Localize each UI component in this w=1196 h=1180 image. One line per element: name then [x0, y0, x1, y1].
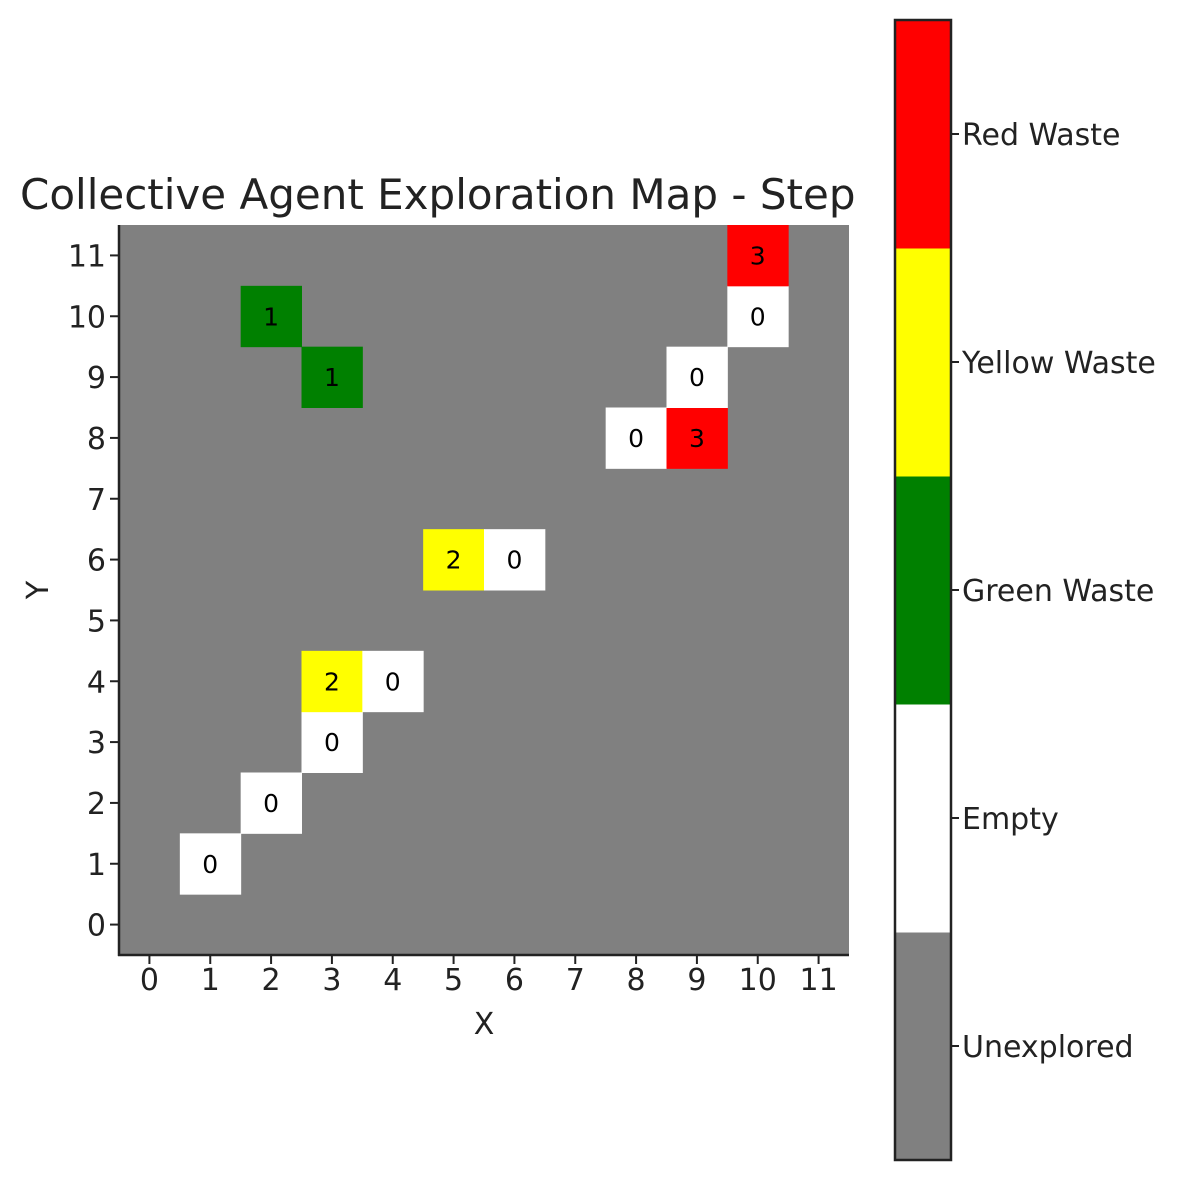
cell-label: 0: [202, 850, 218, 879]
colorbar-segment-red-waste: [895, 20, 951, 249]
cell-label: 0: [689, 363, 705, 392]
cell-label: 3: [689, 424, 705, 453]
y-tick-label: 11: [68, 239, 106, 274]
cell-yellow-waste: [301, 650, 363, 713]
y-tick-label: 0: [87, 909, 106, 944]
colorbar-label: Empty: [962, 802, 1059, 837]
cell-label: 0: [750, 302, 766, 331]
x-tick-label: 10: [739, 963, 777, 998]
colorbar-label: Yellow Waste: [961, 346, 1156, 381]
cell-empty: [362, 650, 424, 713]
cell-label: 0: [324, 728, 340, 757]
x-tick-label: 6: [505, 963, 524, 998]
colorbar: Unexplored Empty Green Waste Yellow Waste Re…: [893, 18, 1156, 1162]
cell-yellow-waste: [423, 529, 485, 591]
cell-empty: [301, 711, 363, 773]
colorbar-segment-green-waste: [895, 476, 951, 705]
cell-label: 1: [263, 302, 279, 331]
cell-label: 2: [324, 667, 340, 696]
colorbar-label: Unexplored: [962, 1030, 1134, 1065]
y-tick-label: 1: [87, 848, 106, 883]
colorbar-segment-unexplored: [895, 932, 951, 1161]
cell-label: 0: [628, 424, 644, 453]
cell-empty: [179, 833, 242, 895]
cell-label: 1: [324, 363, 340, 392]
cell-green-waste: [301, 346, 363, 408]
y-tick-label: 8: [87, 422, 106, 457]
y-tick-label: 4: [87, 665, 106, 700]
cell-empty: [666, 346, 728, 408]
x-axis-label: X: [474, 1007, 495, 1042]
x-tick-label: 1: [201, 963, 220, 998]
x-tick-label: 7: [566, 963, 585, 998]
x-tick-label: 9: [687, 963, 706, 998]
colorbar-frame: [893, 18, 953, 1162]
x-tick-label: 8: [627, 963, 646, 998]
cell-label: 2: [446, 546, 462, 575]
y-tick-label: 10: [68, 300, 106, 335]
chart-title: Collective Agent Exploration Map - Step: [20, 170, 856, 219]
colorbar-segment-empty: [895, 704, 951, 933]
colorbar-segment-yellow-waste: [895, 248, 951, 477]
cell-red-waste: [727, 225, 789, 287]
cell-label: 0: [263, 789, 279, 818]
heatmap-grid: 0 0 0 2 0 2 0 0 3 0 0 3 1 1: [119, 225, 849, 955]
y-tick-label: 2: [87, 787, 106, 822]
cell-empty: [240, 772, 302, 834]
cell-label: 0: [506, 546, 522, 575]
y-tick-label: 9: [87, 361, 106, 396]
cell-empty: [727, 285, 789, 348]
cell-label: 3: [750, 241, 766, 270]
cell-red-waste: [666, 407, 728, 469]
cell-empty: [484, 529, 546, 591]
y-tick-label: 6: [87, 544, 106, 579]
x-tick-label: 5: [444, 963, 463, 998]
y-tick-label: 7: [87, 483, 106, 518]
y-tick-label: 5: [87, 604, 106, 639]
x-tick-label: 4: [383, 963, 402, 998]
x-tick-label: 2: [262, 963, 281, 998]
colorbar-label: Green Waste: [962, 574, 1154, 609]
colorbar-label: Red Waste: [962, 118, 1121, 153]
cell-empty: [605, 407, 667, 469]
cell-green-waste: [240, 285, 302, 348]
y-tick-label: 3: [87, 726, 106, 761]
cell-label: 0: [385, 667, 401, 696]
y-axis-label: Y: [21, 580, 56, 600]
x-tick-label: 0: [140, 963, 159, 998]
x-tick-label: 11: [799, 963, 837, 998]
x-tick-label: 3: [322, 963, 341, 998]
